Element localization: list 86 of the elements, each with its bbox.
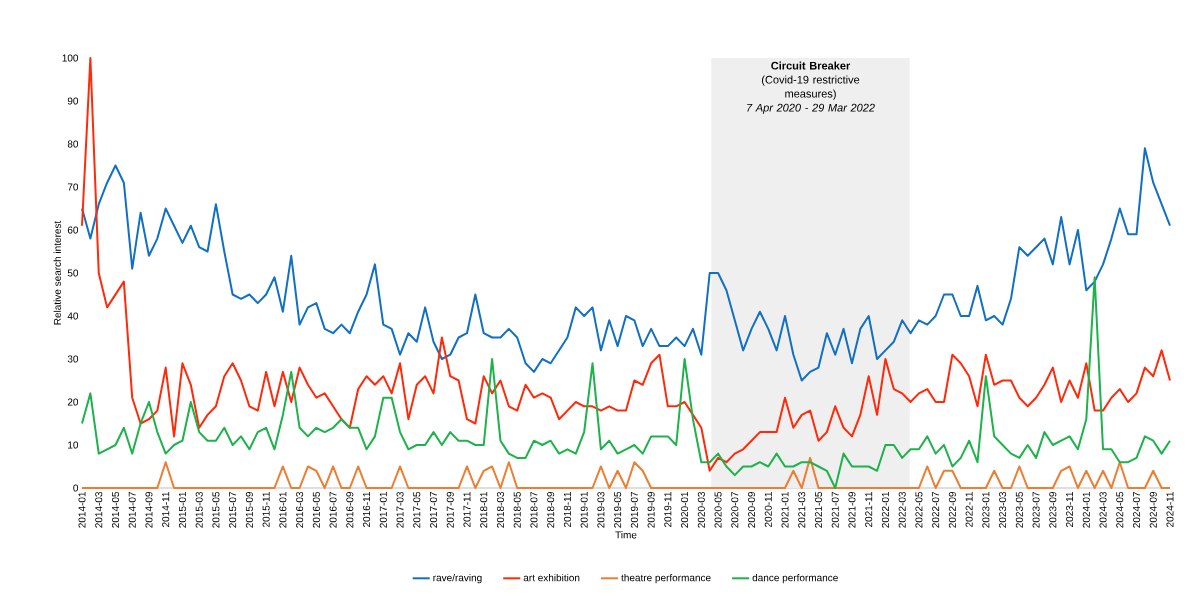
x-tick-label: 2021-11 [865,492,873,527]
x-tick-label: 2017-11 [463,492,471,527]
x-tick-label: 2019-07 [630,492,638,528]
x-tick-label: 2016-01 [279,492,287,528]
x-tick-label: 2018-05 [513,491,521,528]
x-tick-label: 2023-07 [1032,492,1040,528]
x-tick-label: 2016-03 [296,491,304,528]
x-tick-label: 2020-03 [697,491,705,528]
x-tick-label: 2019-09 [647,491,655,528]
x-tick-label: 2024-09 [1149,491,1157,528]
x-tick-label: 2022-01 [881,492,889,528]
x-tick-label: 2017-07 [429,492,438,528]
y-tick-label: 60 [67,226,79,234]
x-tick-label: 2024-05 [1116,491,1124,528]
x-tick-label: 2021-05 [814,491,823,528]
x-tick-label: 2015-07 [229,492,237,528]
x-tick-label: 2020-07 [731,492,739,528]
legend-label: art exhibition [523,573,580,582]
x-tick-label: 2023-01 [982,492,990,528]
x-tick-label: 2017-05 [413,491,421,528]
y-tick-label: 10 [68,441,79,449]
x-tick-label: 2023-09 [1049,491,1057,528]
x-tick-label: 2018-07 [530,492,538,528]
x-tick-label: 2024-07 [1132,492,1141,528]
y-tick-label: 0 [73,484,79,492]
annotation: 7 Apr 2020 - 29 Mar 2022 [747,103,875,114]
x-tick-label: 2023-05 [1015,491,1023,528]
x-tick-label: 2018-09 [547,491,555,528]
y-tick-label: 30 [67,355,79,363]
x-tick-label: 2023-03 [999,491,1007,528]
x-tick-label: 2018-03 [496,491,504,528]
x-tick-label: 2023-11 [1066,492,1074,527]
x-tick-label: 2014-09 [145,491,153,528]
x-tick-label: 2022-03 [898,491,906,528]
x-tick-label: 2015-11 [262,492,270,527]
legend-label: theatre performance [621,573,711,584]
x-tick-label: 2020-11 [764,492,772,527]
x-tick-label: 2020-05 [714,491,722,528]
x-tick-label: 2024-11 [1166,492,1174,527]
y-tick-label: 100 [62,54,79,62]
x-tick-label: 2020-01 [681,492,689,528]
x-tick-label: 2021-03 [798,491,806,528]
x-tick-label: 2016-11 [363,492,371,527]
x-tick-label: 2018-01 [480,492,488,528]
x-tick-label: 2018-11 [563,492,571,527]
x-tick-label: 2024-03 [1099,491,1107,528]
x-tick-label: 2022-07 [932,492,940,528]
y-tick-label: 40 [67,312,79,320]
x-tick-label: 2019-05 [614,491,622,528]
x-tick-label: 2014-03 [95,491,103,528]
y-tick-label: 80 [67,140,79,148]
x-tick-label: 2017-03 [396,491,404,528]
x-tick-label: 2020-09 [748,491,756,528]
x-tick-label: 2015-09 [245,491,253,528]
x-tick-label: 2014-01 [78,492,86,528]
x-tick-label: 2015-05 [212,491,220,528]
x-tick-label: 2021-07 [831,492,839,528]
x-tick-label: 2019-01 [580,492,588,528]
x-tick-label: 2021-01 [781,492,789,528]
x-tick-label: 2017-01 [379,492,387,528]
x-tick-label: 2019-11 [664,492,672,527]
legend-label: dance performance [752,573,838,584]
band-label: Circuit Breaker [771,61,851,70]
x-tick-label: 2024-01 [1082,492,1090,528]
y-tick-label: 70 [67,183,79,191]
x-tick-label: 2016-09 [346,491,354,528]
x-tick-label: 2017-09 [446,491,454,528]
x-tick-label: 2014-07 [128,492,136,528]
x-tick-label: 2019-03 [597,491,605,528]
annotation: (Covid-19 restrictive measures) [761,75,860,100]
x-tick-label: 2015-03 [195,491,203,528]
x-tick-label: 2022-05 [915,491,923,528]
x-tick-label: 2022-11 [965,492,973,527]
y-tick-label: 20 [67,398,79,406]
x-tick-label: 2016-05 [312,491,320,528]
x-tick-label: 2014-11 [162,492,170,527]
x-tick-label: 2015-01 [178,492,186,528]
legend-label: rave/raving [433,573,482,584]
x-tick-label: 2016-07 [329,492,337,528]
y-tick-label: 90 [67,97,79,105]
x-tick-label: 2022-09 [948,491,956,528]
y-tick-label: 50 [67,269,79,277]
x-tick-label: 2021-09 [848,491,856,528]
x-tick-label: 2014-05 [111,491,120,528]
x-axis-title: Time [615,531,637,539]
y-axis-title: Relative search interest [53,220,61,325]
